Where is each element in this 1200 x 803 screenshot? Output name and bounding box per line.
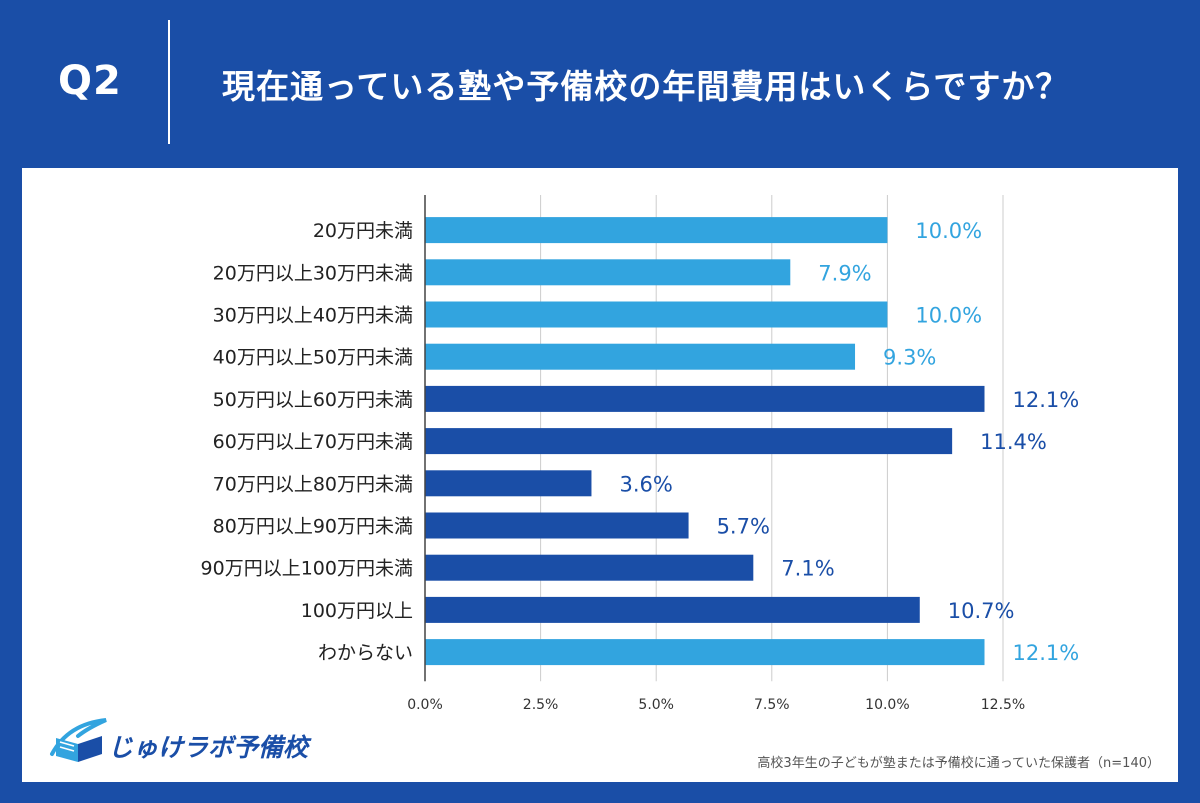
x-tick-label: 12.5% [981, 697, 1025, 713]
bar [425, 512, 689, 539]
bar [425, 385, 985, 412]
chart-panel: 0.0% 2.5% 5.0% 7.5% 10.0% 12.5% 20万円未満 10.0% 20万… [22, 168, 1178, 782]
data-label: 10.7% [948, 599, 1015, 623]
x-tick-label: 10.0% [865, 697, 909, 713]
data-label: 10.0% [915, 304, 982, 328]
x-tick-label: 5.0% [638, 697, 674, 713]
bar [425, 639, 985, 666]
book-icon [50, 718, 107, 762]
category-label: 20万円以上30万円未満 [213, 262, 413, 284]
category-label: 20万円未満 [313, 220, 413, 242]
data-label: 12.1% [1013, 388, 1080, 412]
data-label: 7.1% [781, 557, 834, 581]
bar [425, 301, 888, 328]
data-label: 7.9% [818, 261, 871, 285]
header-divider [168, 20, 170, 144]
category-label: 30万円以上40万円未満 [213, 305, 413, 327]
category-label: 60万円以上70万円未満 [213, 431, 413, 453]
category-label: 100万円以上 [301, 600, 413, 622]
page-title: 現在通っている塾や予備校の年間費用はいくらですか？ [222, 67, 1070, 106]
data-label: 12.1% [1013, 641, 1080, 665]
bar [425, 470, 592, 497]
category-label: 80万円以上90万円未満 [213, 516, 413, 538]
data-label: 10.0% [915, 219, 982, 243]
bar [425, 554, 754, 581]
category-label: 70万円以上80万円未満 [213, 473, 413, 495]
bar [425, 428, 953, 455]
bar [425, 259, 791, 286]
bar [425, 217, 888, 244]
header: Q2 現在通っている塾や予備校の年間費用はいくらですか？ [0, 0, 1200, 168]
category-label: 90万円以上100万円未満 [201, 558, 413, 580]
data-label: 11.4% [980, 430, 1047, 454]
category-label: 50万円以上60万円未満 [213, 389, 413, 411]
data-label: 9.3% [883, 346, 936, 370]
category-label: わからない [318, 642, 413, 664]
data-label: 5.7% [717, 515, 770, 539]
x-tick-label: 2.5% [523, 697, 559, 713]
bar [425, 596, 920, 623]
x-tick-label: 0.0% [407, 697, 443, 713]
x-tick-label: 7.5% [754, 697, 790, 713]
logo-text: じゅけラボ予備校 [108, 733, 309, 762]
question-number: Q2 [58, 58, 122, 104]
footnote: 高校3年生の子どもが塾または予備校に通っていた保護者（n=140） [757, 756, 1160, 771]
bar-chart: 0.0% 2.5% 5.0% 7.5% 10.0% 12.5% 20万円未満 10.0% 20万… [201, 195, 1080, 713]
data-label: 3.6% [619, 472, 672, 496]
bar [425, 343, 856, 370]
category-label: 40万円以上50万円未満 [213, 347, 413, 369]
